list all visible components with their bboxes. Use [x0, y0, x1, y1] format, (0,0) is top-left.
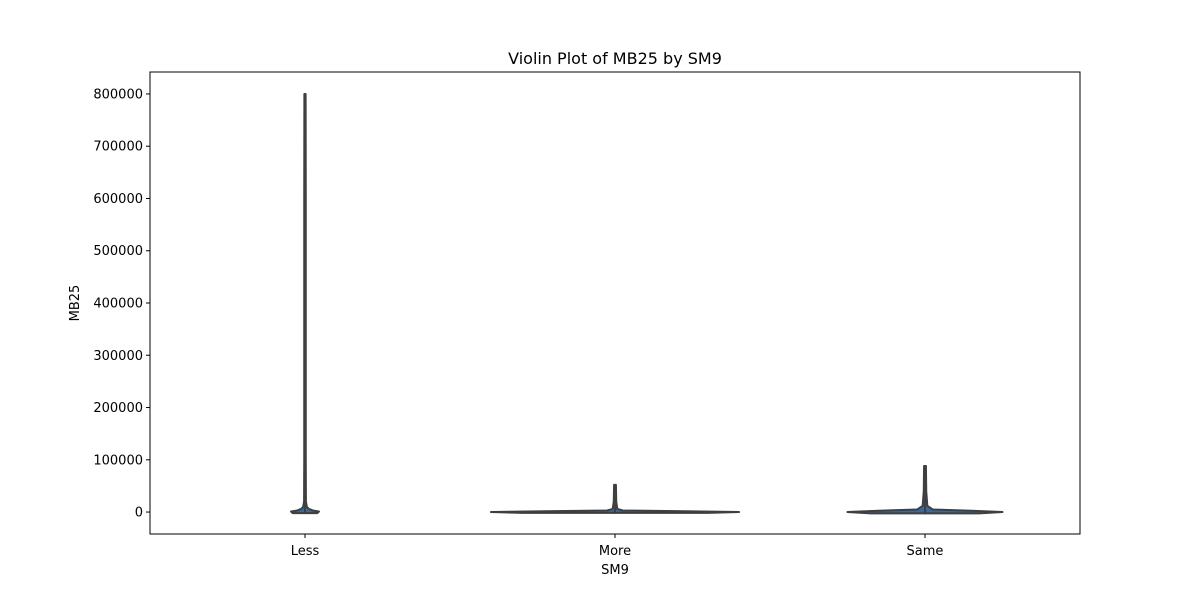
y-tick-label: 500000 — [93, 244, 143, 259]
x-tick-label: Less — [291, 544, 320, 559]
y-tick-label: 200000 — [93, 401, 143, 416]
x-tick-label: More — [599, 544, 631, 559]
y-axis: 0 100000 200000 300000 400000 500000 600000 700… — [93, 87, 150, 521]
y-tick-label: 800000 — [93, 87, 143, 102]
y-tick-label: 600000 — [93, 192, 143, 207]
x-axis-label: SM9 — [601, 563, 629, 578]
x-axis: Less More Same — [291, 534, 944, 559]
y-tick-label: 400000 — [93, 297, 143, 312]
y-tick-label: 300000 — [93, 349, 143, 364]
y-tick-label: 100000 — [93, 453, 143, 468]
y-tick-label: 700000 — [93, 140, 143, 155]
y-tick-label: 0 — [135, 506, 143, 521]
x-tick-label: Same — [907, 544, 944, 559]
violins-layer — [290, 92, 1004, 515]
chart-title: Violin Plot of MB25 by SM9 — [508, 49, 722, 68]
y-axis-label: MB25 — [68, 285, 83, 322]
